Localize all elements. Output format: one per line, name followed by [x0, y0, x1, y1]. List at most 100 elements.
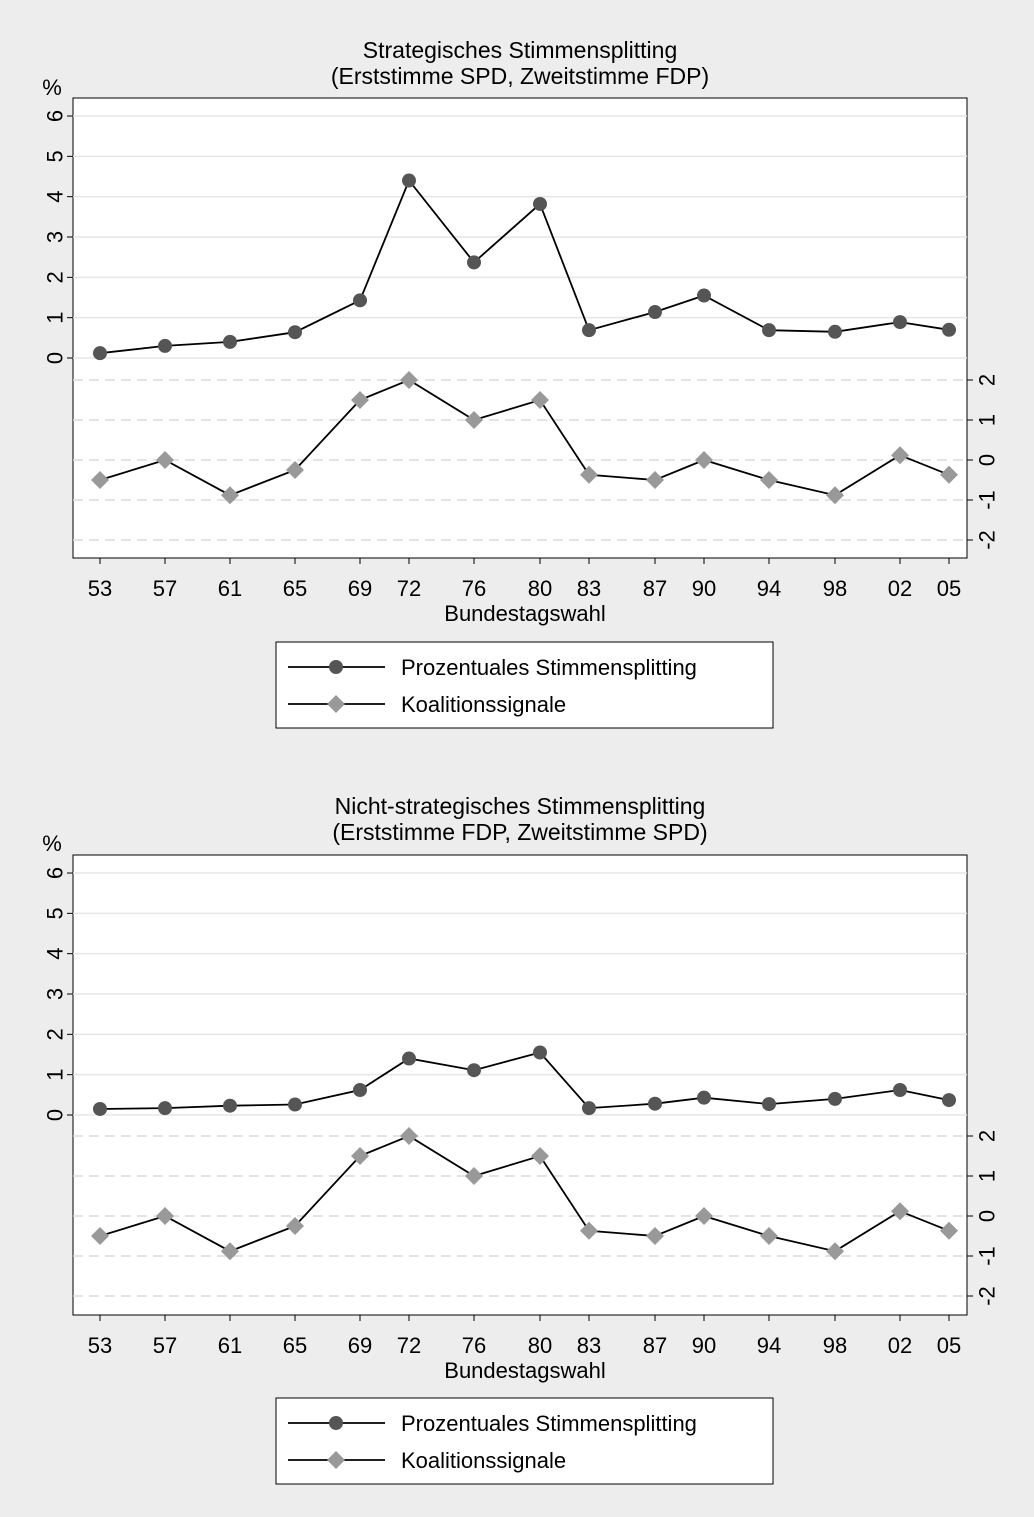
- y-left-unit-label: %: [42, 831, 62, 856]
- data-point: [467, 1063, 481, 1078]
- data-point: [762, 323, 776, 338]
- x-tick-label: 76: [462, 576, 486, 601]
- legend-label: Koalitionssignale: [401, 692, 566, 717]
- data-point: [646, 471, 664, 489]
- data-point: [91, 471, 109, 489]
- data-point: [533, 196, 547, 211]
- data-point: [893, 1082, 907, 1097]
- y-left-tick-label: 2: [43, 271, 68, 283]
- x-tick-label: 57: [153, 576, 177, 601]
- data-point: [695, 1207, 713, 1225]
- data-point: [828, 1091, 842, 1106]
- y-left-tick-label: 3: [43, 988, 68, 1000]
- data-point: [648, 1096, 662, 1111]
- x-tick-label: 98: [823, 1333, 847, 1358]
- data-point: [582, 1101, 596, 1116]
- y-right-tick-label: -2: [975, 530, 1000, 550]
- data-point: [760, 471, 778, 489]
- plot-area: [72, 854, 968, 1316]
- legend-marker: [327, 695, 345, 713]
- data-point: [156, 451, 174, 469]
- y-left-tick-label: 6: [43, 110, 68, 122]
- data-point: [288, 325, 302, 340]
- x-tick-label: 65: [283, 576, 307, 601]
- plot-area: [72, 97, 968, 559]
- x-tick-label: 53: [88, 576, 112, 601]
- data-point: [940, 465, 958, 484]
- data-point: [400, 371, 418, 389]
- data-point: [467, 255, 481, 270]
- x-tick-label: 05: [937, 576, 961, 601]
- data-point: [286, 461, 304, 479]
- data-point: [893, 315, 907, 330]
- data-point: [828, 324, 842, 339]
- y-left-tick-label: 0: [43, 1109, 68, 1121]
- y-left-tick-label: 2: [43, 1028, 68, 1040]
- x-tick-label: 65: [283, 1333, 307, 1358]
- data-point: [93, 1101, 107, 1116]
- y-right-tick-label: 1: [975, 414, 1000, 426]
- x-tick-label: 61: [218, 576, 242, 601]
- data-point: [940, 1221, 958, 1240]
- data-point: [826, 486, 844, 505]
- data-point: [465, 411, 483, 429]
- legend-marker: [329, 660, 343, 674]
- y-left-tick-label: 3: [43, 231, 68, 243]
- data-point: [942, 322, 956, 337]
- x-axis-title: Bundestagswahl: [444, 601, 605, 626]
- data-point: [402, 173, 416, 188]
- data-point: [697, 288, 711, 303]
- x-tick-label: 53: [88, 1333, 112, 1358]
- data-point: [351, 1147, 369, 1165]
- x-tick-label: 57: [153, 1333, 177, 1358]
- data-point: [942, 1093, 956, 1108]
- x-tick-label: 72: [397, 1333, 421, 1358]
- data-point: [695, 451, 713, 469]
- legend-label: Koalitionssignale: [401, 1448, 566, 1473]
- x-tick-label: 83: [577, 576, 601, 601]
- data-point: [762, 1097, 776, 1112]
- x-tick-label: 87: [643, 576, 667, 601]
- chart-panel-2: 0 1 2 3 4 5 6 2 1 0 -1 -2 53 57 61 65 69 72 76 80 83 87 90 94 98…: [42, 793, 1000, 1485]
- data-point: [646, 1227, 664, 1245]
- data-point: [351, 391, 369, 409]
- data-point: [288, 1097, 302, 1112]
- x-tick-label: 69: [348, 1333, 372, 1358]
- legend-marker: [327, 1451, 345, 1469]
- data-point: [353, 293, 367, 308]
- data-point: [891, 446, 909, 465]
- data-point: [93, 346, 107, 361]
- chart-title: Nicht-strategisches Stimmensplitting: [335, 793, 706, 819]
- y-right-tick-label: -1: [975, 490, 1000, 510]
- data-point: [223, 1098, 237, 1113]
- y-left-tick-label: 1: [43, 1069, 68, 1081]
- chart-panel-1: 0 1 2 3 4 5 6 2 1 0 -1 -2 53 57 61 65 69 72 76 80 83 87 90 94 98…: [42, 37, 1000, 729]
- data-point: [582, 323, 596, 338]
- x-axis-title: Bundestagswahl: [444, 1358, 605, 1383]
- y-left-tick-label: 5: [43, 150, 68, 162]
- y-right-tick-label: 0: [975, 454, 1000, 466]
- x-tick-label: 05: [937, 1333, 961, 1358]
- legend-marker: [329, 1416, 343, 1430]
- data-point: [91, 1227, 109, 1245]
- data-point: [158, 1101, 172, 1116]
- y-left-unit-label: %: [42, 75, 62, 100]
- data-point: [286, 1217, 304, 1235]
- x-tick-label: 94: [757, 576, 781, 601]
- legend-box: [275, 1397, 774, 1485]
- y-right-tick-label: 0: [975, 1210, 1000, 1222]
- data-point: [156, 1207, 174, 1225]
- x-tick-label: 98: [823, 576, 847, 601]
- y-left-tick-label: 4: [43, 191, 68, 203]
- data-point: [533, 1045, 547, 1060]
- data-point: [826, 1242, 844, 1261]
- x-tick-label: 80: [528, 576, 552, 601]
- x-tick-label: 90: [692, 576, 716, 601]
- legend-label: Prozentuales Stimmensplitting: [401, 655, 697, 680]
- x-tick-label: 90: [692, 1333, 716, 1358]
- y-left-tick-label: 0: [43, 352, 68, 364]
- data-point: [465, 1167, 483, 1185]
- x-tick-label: 61: [218, 1333, 242, 1358]
- data-point: [531, 391, 549, 409]
